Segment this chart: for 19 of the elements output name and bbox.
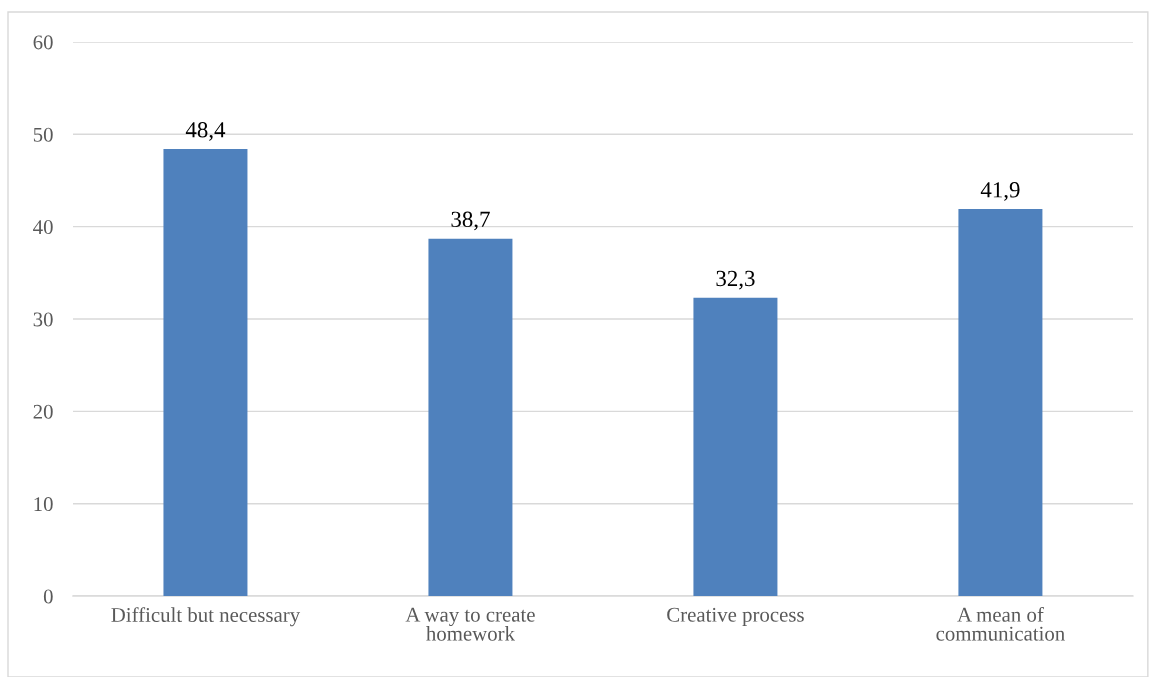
- bar: [163, 149, 248, 597]
- y-tick-label: 30: [33, 312, 53, 327]
- y-tick-label: 20: [33, 404, 53, 419]
- x-tick-label: Difficult but necessary: [111, 607, 301, 627]
- data-label: 48,4: [185, 122, 226, 141]
- bar: [428, 238, 513, 597]
- y-tick-label: 40: [33, 220, 53, 235]
- data-label: 38,7: [451, 211, 490, 231]
- y-tick-label: 10: [34, 497, 53, 512]
- data-label: 32,3: [716, 270, 755, 290]
- y-tick-label: 60: [33, 35, 53, 50]
- x-tick-label: A mean of communication: [936, 606, 1065, 641]
- bar: [693, 297, 778, 597]
- data-label: 41,9: [980, 182, 1020, 201]
- x-tick-label: A way to create homework: [405, 607, 535, 641]
- y-tick-label: 0: [43, 589, 53, 604]
- x-tick-label: Creative process: [667, 607, 804, 627]
- bar: [958, 209, 1043, 597]
- y-tick-label: 50: [33, 127, 53, 142]
